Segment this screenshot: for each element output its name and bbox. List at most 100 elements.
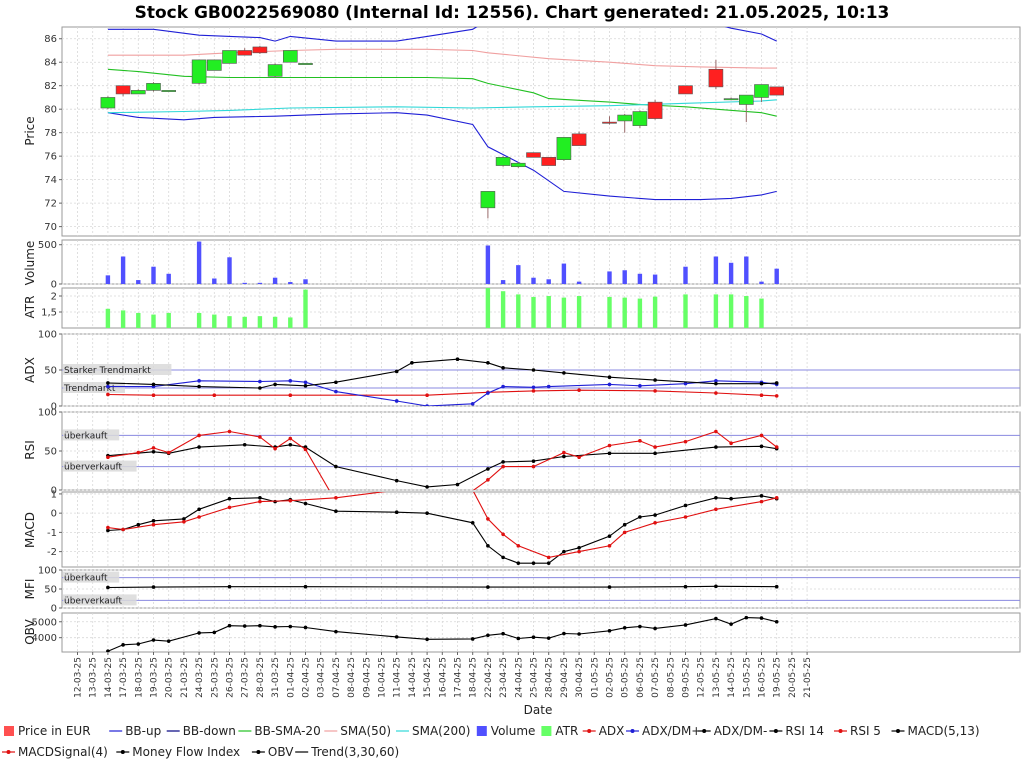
obv-series-point [242, 624, 247, 628]
adx-series-point [531, 389, 536, 393]
atr-bar [227, 316, 232, 328]
macd-ytick-label: -2 [47, 547, 57, 558]
legend-marker [838, 729, 843, 733]
price-axis-label: Price [23, 116, 37, 145]
candles-group [100, 45, 785, 219]
rsi-series-point [242, 442, 247, 447]
macd-series-point [258, 499, 262, 504]
rsi-series-point [714, 429, 718, 434]
macd-series-point [227, 505, 232, 510]
volume-bar [683, 266, 688, 284]
volume-bar [272, 277, 278, 284]
adx-series-point [653, 378, 657, 382]
obv-series-point [227, 623, 232, 628]
macd-series-point [136, 522, 141, 527]
obv-series-point [546, 636, 551, 640]
rsi-ytick-label: 50 [44, 447, 57, 458]
price-ytick-label: 82 [44, 81, 57, 92]
adx-series-point [607, 375, 612, 380]
adx-series-point [151, 393, 156, 398]
x-tick-label: 29-04-25 [560, 657, 570, 698]
candle-body [632, 111, 648, 126]
volume-bar [303, 279, 308, 284]
x-tick-label: 15-04-25 [423, 657, 433, 698]
candle-body [100, 97, 116, 109]
legend-marker [773, 729, 778, 733]
legend-label: RSI 5 [850, 724, 881, 738]
rsi-series-point [455, 482, 460, 487]
x-tick-label: 20-03-25 [165, 657, 175, 698]
macd-series-point [774, 495, 779, 500]
candle-body [115, 85, 131, 95]
chart-title: Stock GB0022569080 (Internal Id: 12556).… [135, 3, 890, 23]
mfi-panel-frame [61, 569, 1021, 609]
rsi-series-point [729, 441, 733, 446]
volume-bar [242, 282, 247, 284]
x-tick-label: 24-03-25 [195, 657, 205, 698]
volume-bar [622, 270, 627, 284]
volume-bar [728, 262, 734, 284]
x-tick-label: 08-04-25 [347, 657, 357, 698]
candle-body [252, 46, 268, 54]
adx-series-point [106, 392, 110, 397]
mfi-series-point [303, 584, 308, 589]
adx-series-point [546, 384, 551, 389]
adx-series-point [486, 391, 490, 395]
x-tick-label: 13-05-25 [712, 657, 722, 698]
macd-series-point [486, 517, 490, 521]
atr-bar [683, 294, 688, 328]
mfi-series-point [683, 584, 688, 589]
x-tick-label: 10-04-25 [378, 657, 388, 698]
adx-series-point [258, 379, 262, 384]
obv-series-point [425, 637, 429, 642]
obv-series-point [106, 649, 110, 652]
rsi-series-point [106, 455, 110, 460]
mfi-series-point [774, 584, 779, 589]
mfi-series-point [486, 585, 490, 589]
mfi-series-point [151, 585, 156, 589]
macd-series-point [638, 515, 642, 519]
adx-zone-label: Starker Trendmarkt [64, 366, 151, 376]
price-series-line [107, 112, 777, 201]
candle-body [769, 86, 785, 96]
adx-series-point [288, 379, 293, 383]
obv-series-point [166, 639, 171, 643]
x-tick-label: 21-03-25 [180, 657, 190, 698]
adx-series-point [425, 393, 429, 398]
candle-body [526, 152, 541, 158]
atr-ytick-label: 1,5 [41, 308, 57, 319]
adx-series-point [106, 384, 110, 389]
adx-series-point [288, 393, 293, 398]
x-tick-label: 11-04-25 [393, 657, 403, 698]
price-ytick-label: 76 [44, 152, 57, 163]
obv-series-group [106, 615, 779, 652]
rsi-series-point [562, 454, 566, 459]
macd-series-point [546, 555, 551, 560]
x-axis-label: Date [524, 703, 553, 717]
obv-panel-frame [61, 612, 1021, 653]
rsi-series-point [607, 451, 612, 456]
x-tick-label: 01-04-25 [286, 657, 296, 698]
volume-bar [151, 266, 156, 284]
macd-axis-label: MACD [23, 512, 37, 548]
obv-series-point [136, 642, 141, 646]
obv-ytick-label: 4000 [32, 633, 57, 644]
rsi-series-point [197, 445, 201, 449]
macd-series-point [334, 495, 338, 500]
adx-series-point [714, 381, 718, 386]
macd-series-point [501, 555, 505, 560]
rsi-series-point [501, 460, 505, 464]
adx-series-group [106, 357, 779, 390]
candle-body [207, 59, 222, 71]
macd-ytick-label: 0 [51, 509, 57, 520]
x-tick-label: 12-05-25 [697, 657, 707, 698]
adx-series-point [714, 391, 718, 395]
macd-series-point [607, 544, 612, 548]
candle-body [617, 114, 633, 122]
volume-bar [744, 256, 749, 284]
legend-label: OBV [268, 745, 294, 759]
atr-bar [272, 316, 278, 328]
price-series-group [107, 112, 777, 201]
rsi-series-point [136, 450, 141, 455]
macd-series-point [683, 503, 688, 508]
